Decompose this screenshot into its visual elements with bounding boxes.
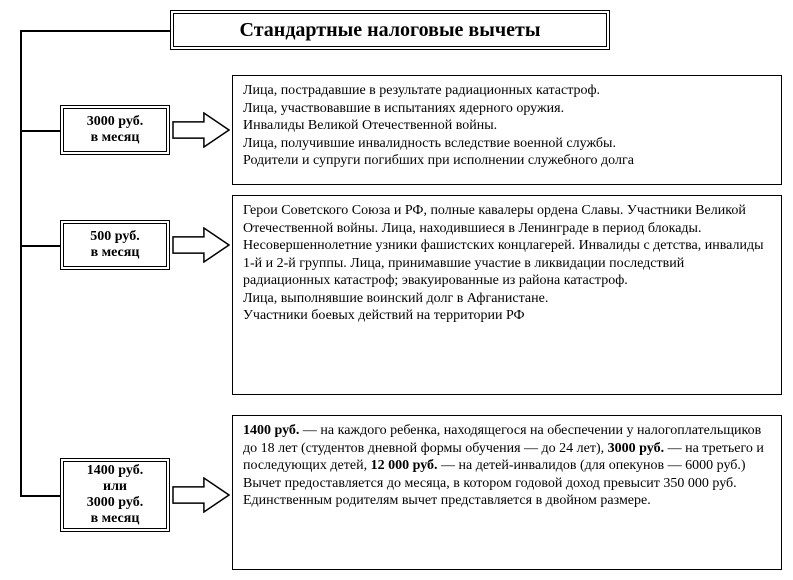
trunk-vline bbox=[20, 30, 22, 495]
amount-box-1: 500 руб. в месяц bbox=[60, 220, 170, 270]
arrow-0 bbox=[172, 112, 230, 148]
desc-text: Лица, пострадавшие в результате радиацио… bbox=[243, 83, 634, 168]
diagram-canvas: { "background_color": "#ffffff", "text_c… bbox=[0, 0, 793, 580]
amount-line: в месяц bbox=[91, 511, 140, 527]
desc-box-2: 1400 руб. — на каждого ребенка, находяще… bbox=[232, 415, 782, 570]
amount-box-2: 1400 руб. или 3000 руб. в месяц bbox=[60, 458, 170, 532]
amount-line: или bbox=[103, 479, 127, 495]
branch-hline-2 bbox=[20, 495, 60, 497]
branch-hline-1 bbox=[20, 245, 60, 247]
amount-line: 1400 руб. bbox=[87, 463, 143, 479]
arrow-1 bbox=[172, 227, 230, 263]
branch-hline-0 bbox=[20, 130, 60, 132]
desc-text: Герои Советского Союза и РФ, полные кава… bbox=[243, 203, 764, 323]
trunk-hline-top bbox=[20, 30, 170, 32]
title-box: Стандартные налоговые вычеты bbox=[170, 10, 610, 50]
amount-box-0: 3000 руб. в месяц bbox=[60, 105, 170, 155]
amount-line: 3000 руб. bbox=[87, 495, 143, 511]
title-text: Стандартные налоговые вычеты bbox=[240, 19, 541, 42]
desc-box-0: Лица, пострадавшие в результате радиацио… bbox=[232, 75, 782, 185]
arrow-2 bbox=[172, 477, 230, 513]
amount-line: в месяц bbox=[91, 130, 140, 146]
amount-line: 500 руб. bbox=[90, 229, 139, 245]
desc-text: 1400 руб. — на каждого ребенка, находяще… bbox=[243, 423, 764, 508]
amount-line: в месяц bbox=[91, 245, 140, 261]
amount-line: 3000 руб. bbox=[87, 114, 143, 130]
desc-box-1: Герои Советского Союза и РФ, полные кава… bbox=[232, 195, 782, 395]
